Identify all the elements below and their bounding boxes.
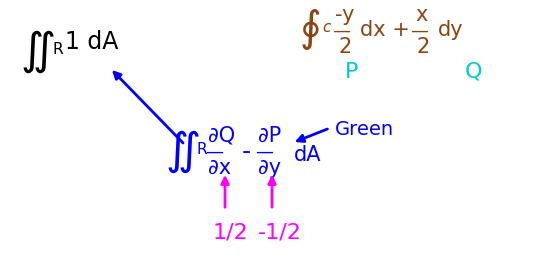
Text: —: — xyxy=(332,22,350,40)
Text: P: P xyxy=(345,62,358,82)
Text: 2: 2 xyxy=(416,37,430,57)
Text: ∬: ∬ xyxy=(165,130,200,173)
Text: Green: Green xyxy=(335,120,394,139)
Text: Q: Q xyxy=(465,62,483,82)
Text: c: c xyxy=(322,20,330,35)
Text: R: R xyxy=(196,142,207,157)
Text: dy: dy xyxy=(438,20,464,40)
Text: -1/2: -1/2 xyxy=(258,222,302,242)
Text: —: — xyxy=(410,22,428,40)
Text: 1/2: 1/2 xyxy=(213,222,249,242)
Text: ∂x: ∂x xyxy=(208,158,231,178)
Text: R: R xyxy=(52,42,63,57)
Text: x: x xyxy=(415,5,427,25)
Text: —: — xyxy=(205,143,223,161)
Text: -: - xyxy=(242,140,251,164)
Text: dA: dA xyxy=(294,145,321,165)
Text: ∂P: ∂P xyxy=(258,126,281,146)
Text: 1 dA: 1 dA xyxy=(65,30,118,54)
Text: -y: -y xyxy=(335,5,354,25)
Text: ∂Q: ∂Q xyxy=(208,126,235,146)
Text: ∂y: ∂y xyxy=(258,158,281,178)
Text: dx +: dx + xyxy=(360,20,410,40)
Text: ∮: ∮ xyxy=(300,8,321,50)
Text: —: — xyxy=(255,143,273,161)
Text: 2: 2 xyxy=(338,37,351,57)
Text: ∬: ∬ xyxy=(20,30,55,73)
